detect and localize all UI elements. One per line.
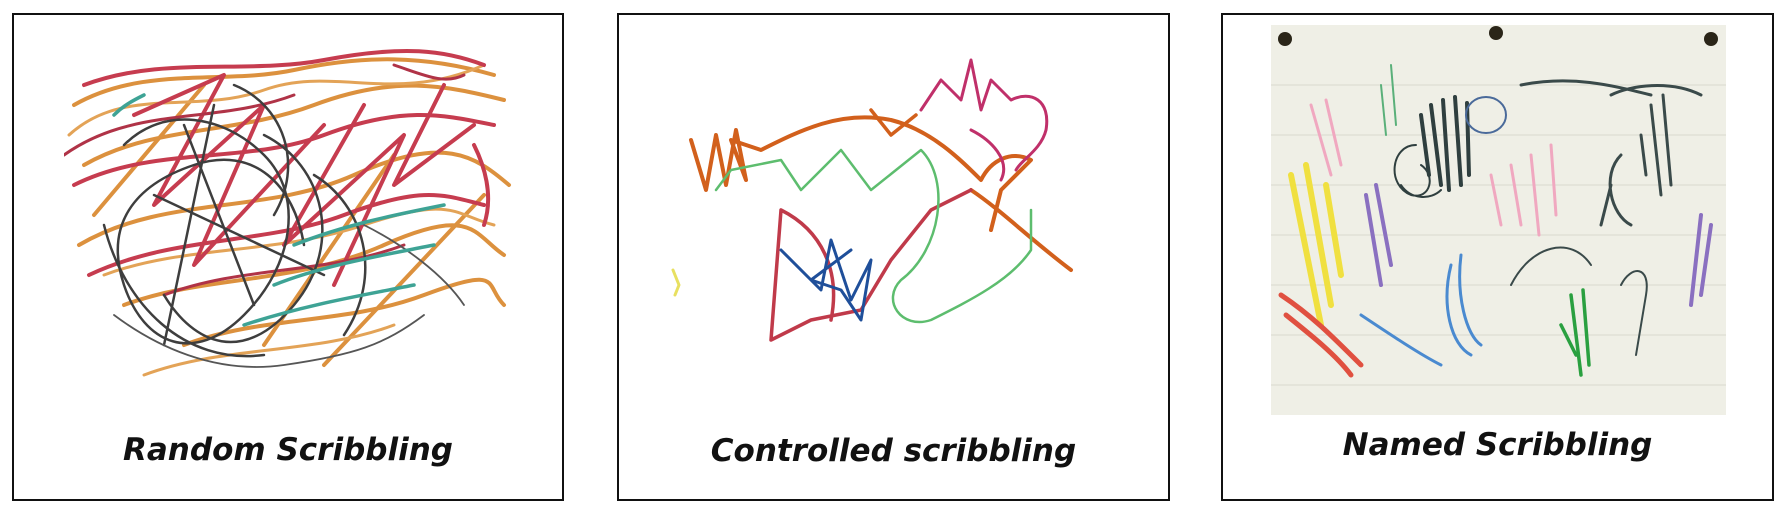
random-scribbling-drawing — [64, 48, 511, 377]
caption-named-scribbling: Named Scribbling — [1342, 427, 1653, 463]
panel-controlled-scribbling: Controlled scribbling — [617, 13, 1170, 501]
panel-random-scribbling: Random Scribbling — [12, 13, 564, 501]
panel-named-scribbling: Named Scribbling — [1221, 13, 1774, 501]
caption-controlled-scribbling: Controlled scribbling — [710, 433, 1077, 469]
caption-random-scribbling: Random Scribbling — [123, 432, 453, 468]
named-scribbling-drawing — [1271, 25, 1726, 415]
controlled-scribbling-drawing — [671, 58, 1073, 342]
